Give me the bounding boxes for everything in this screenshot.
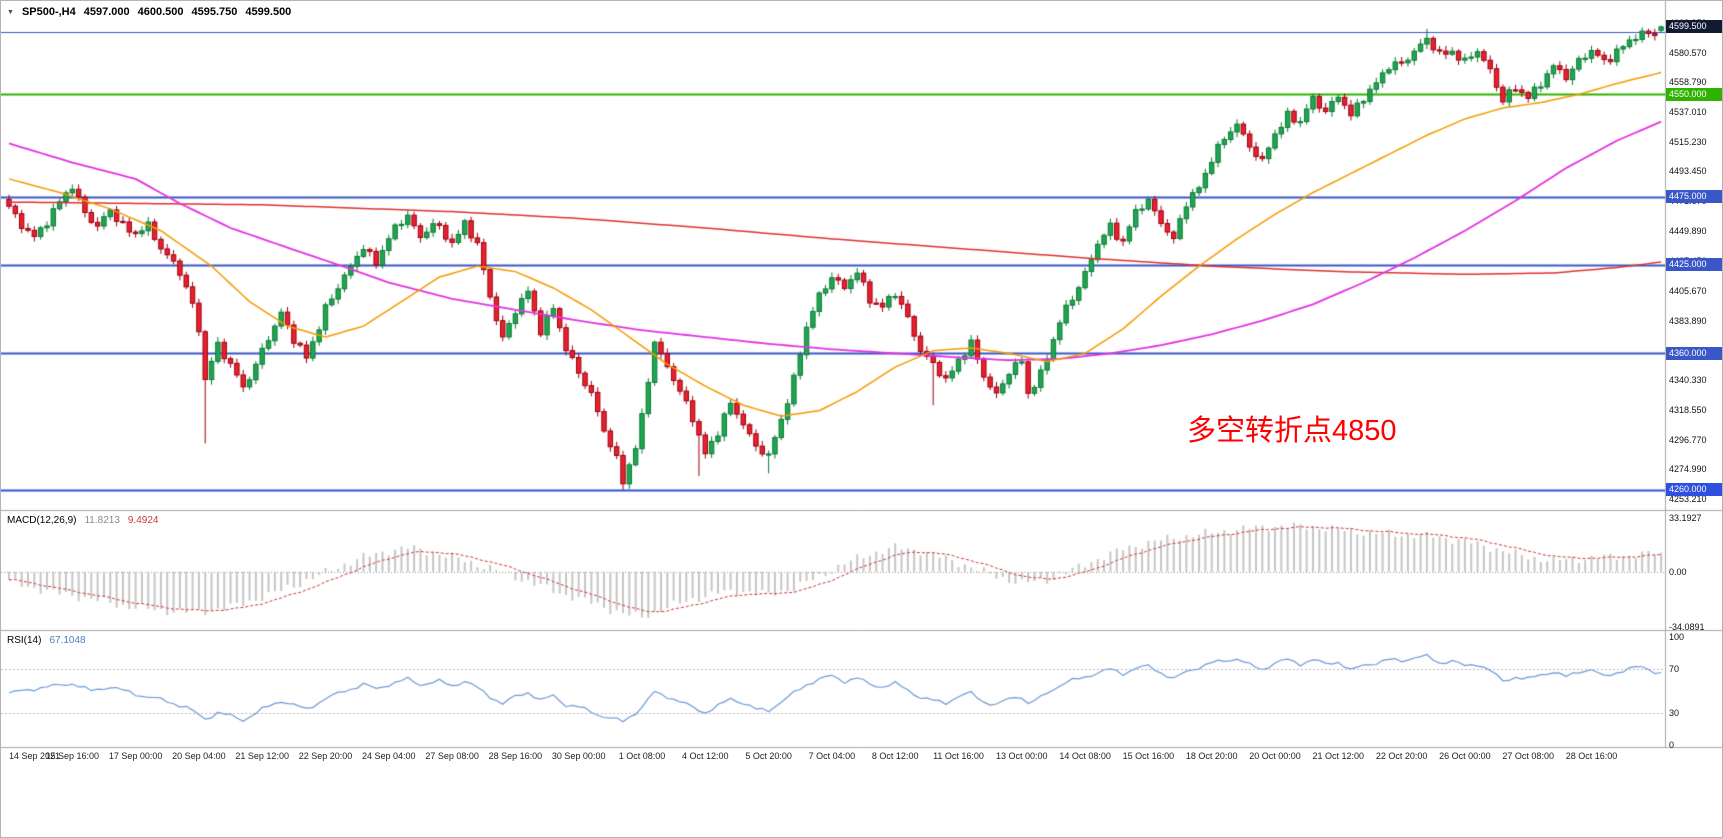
date-label: 20 Oct 00:00: [1249, 751, 1301, 761]
chart-annotation-text: 多空转折点4850: [1187, 415, 1397, 447]
price-tick-label: 4493.450: [1669, 166, 1707, 177]
date-label: 30 Sep 00:00: [551, 751, 606, 761]
date-label: 17 Sep 00:00: [108, 751, 163, 761]
macd-main-value: 11.8213: [84, 515, 120, 526]
price-line-badge: 4360.000: [1666, 346, 1722, 360]
price-tick-label: 4383.890: [1669, 315, 1707, 326]
date-label: 11 Oct 16:00: [933, 751, 984, 761]
date-label: 7 Oct 04:00: [808, 751, 856, 761]
rsi-value: 67.1048: [49, 635, 86, 646]
price-tick-label: 4449.890: [1669, 225, 1707, 236]
date-label: 27 Oct 08:00: [1502, 751, 1554, 761]
price-line-badge: 4425.000: [1666, 258, 1722, 272]
price-line-badge: 4475.000: [1666, 190, 1722, 204]
date-label: 20 Sep 04:00: [172, 751, 226, 761]
macd-tick-label: 0.00: [1669, 566, 1687, 577]
date-label: 14 Sep 2021: [9, 751, 61, 761]
date-label: 21 Sep 12:00: [235, 751, 289, 761]
date-label: 18 Oct 20:00: [1185, 751, 1238, 761]
ohlc-close: 4599.500: [245, 6, 292, 18]
rsi-tick-label: 30: [1669, 707, 1680, 718]
date-label: 24 Sep 04:00: [362, 751, 416, 761]
price-tick-label: 4340.330: [1669, 375, 1707, 386]
date-label: 13 Oct 00:00: [996, 751, 1048, 761]
price-tick-label: 4296.770: [1669, 434, 1707, 445]
macd-tick-label: -34.0891: [1669, 622, 1705, 632]
date-label: 5 Oct 20:00: [745, 751, 792, 761]
price-tick-label: 4580.570: [1669, 47, 1707, 58]
price-tick-label: 4558.790: [1669, 77, 1707, 88]
date-label: 22 Sep 20:00: [298, 751, 353, 761]
date-label: 14 Oct 08:00: [1059, 751, 1111, 761]
price-tick-label: 4253.210: [1669, 494, 1707, 504]
date-label: 27 Sep 08:00: [425, 751, 479, 761]
macd-label: MACD(12,26,9): [7, 515, 77, 526]
price-tick-label: 4537.010: [1669, 107, 1707, 118]
price-tick-label: 4405.670: [1669, 286, 1707, 297]
date-label: 1 Oct 08:00: [618, 751, 666, 761]
date-label: 21 Oct 12:00: [1312, 751, 1365, 761]
date-label: 26 Oct 00:00: [1439, 751, 1491, 761]
date-label: 22 Oct 20:00: [1375, 751, 1428, 761]
date-label: 4 Oct 12:00: [682, 751, 729, 761]
date-label: 28 Sep 16:00: [488, 751, 543, 761]
price-line-badge: 4550.000: [1666, 87, 1722, 101]
date-label: 15 Oct 16:00: [1122, 751, 1175, 761]
ohlc-high: 4600.500: [137, 6, 184, 18]
chart-header: ▼ SP500-,H4 4597.000 4600.500 4595.750 4…: [7, 6, 291, 18]
ohlc-open: 4597.000: [83, 6, 130, 18]
date-label: 28 Oct 16:00: [1565, 751, 1618, 761]
rsi-tick-label: 100: [1669, 632, 1685, 642]
rsi-tick-label: 70: [1669, 664, 1680, 675]
macd-tick-label: 33.1927: [1669, 513, 1702, 523]
price-tick-label: 4318.550: [1669, 404, 1707, 415]
date-label: 8 Oct 12:00: [871, 751, 919, 761]
macd-header: MACD(12,26,9) 11.8213 9.4924: [7, 515, 158, 526]
rsi-header: RSI(14) 67.1048: [7, 635, 86, 646]
symbol-marker-icon: ▼: [7, 8, 14, 16]
price-tick-label: 4274.990: [1669, 464, 1707, 475]
price-tick-label: 4515.230: [1669, 136, 1707, 147]
rsi-label: RSI(14): [7, 635, 42, 646]
date-label: 15 Sep 16:00: [45, 751, 100, 761]
macd-signal-value: 9.4924: [127, 515, 159, 526]
current-price-badge: 4599.500: [1666, 20, 1722, 34]
price-line-badge: 4260.000: [1666, 483, 1722, 497]
ohlc-low: 4595.750: [191, 6, 238, 18]
symbol-timeframe-label: SP500-,H4: [21, 6, 76, 18]
rsi-tick-label: 0: [1669, 740, 1675, 750]
